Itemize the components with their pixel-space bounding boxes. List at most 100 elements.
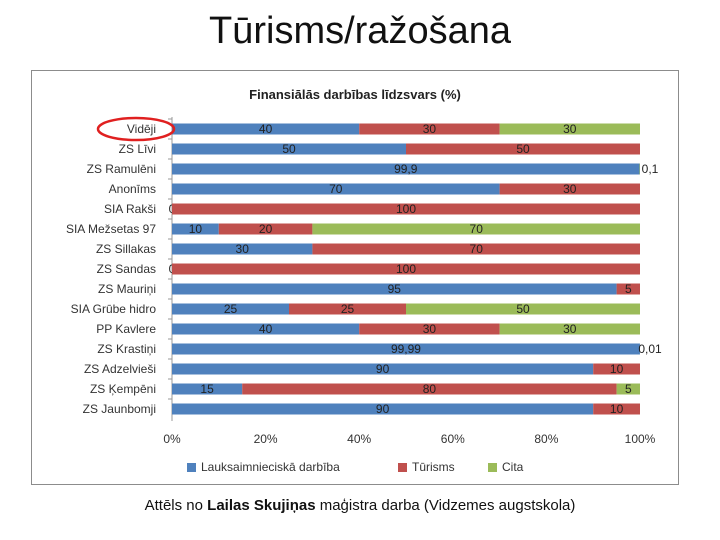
highlight-oval [96, 116, 176, 142]
data-label: 70 [329, 182, 343, 196]
data-label: 5 [625, 382, 632, 396]
bar-segment [616, 383, 640, 395]
bar-segment [172, 303, 289, 315]
bar-segment [359, 123, 500, 135]
x-tick-label: 0% [163, 432, 181, 446]
category-label: PP Kavlere [96, 322, 156, 336]
data-label: 0,01 [638, 342, 662, 356]
category-label: SIA Mežsetas 97 [66, 222, 156, 236]
bar-segment [616, 283, 640, 295]
legend-swatch [488, 463, 497, 472]
legend-label: Tūrisms [412, 460, 455, 474]
x-tick-label: 80% [534, 432, 558, 446]
bar-segment [218, 223, 313, 235]
bar-segment [172, 203, 640, 215]
category-label: SIA Grūbe hidro [71, 302, 157, 316]
category-label: SIA Rakši [104, 202, 156, 216]
data-label: 10 [610, 362, 624, 376]
bar-segment [172, 363, 594, 375]
data-label: 15 [200, 382, 214, 396]
figure-caption: Attēls no Lailas Skujiņas maģistra darba… [0, 497, 720, 514]
data-label: 0,1 [642, 162, 659, 176]
x-tick-label: 60% [441, 432, 465, 446]
bar-segment [499, 123, 640, 135]
caption-prefix: Attēls no [144, 497, 208, 514]
x-tick-label: 100% [625, 432, 656, 446]
bar-segment [593, 363, 640, 375]
x-tick-label: 20% [254, 432, 278, 446]
chart-frame: Finansiālās darbības līdzsvars (%) Vidēji… [31, 70, 679, 485]
category-label: Anonīms [109, 182, 156, 196]
data-label: 70 [470, 242, 484, 256]
data-label: 50 [516, 302, 530, 316]
data-label: 30 [423, 122, 437, 136]
x-tick-label: 40% [347, 432, 371, 446]
bar-segment [359, 323, 500, 335]
data-label: 95 [388, 282, 402, 296]
caption-author: Lailas Skujiņas [207, 497, 316, 514]
data-label: 30 [236, 242, 250, 256]
data-label: 99,9 [394, 162, 418, 176]
bar-segment [312, 223, 640, 235]
data-label: 30 [423, 322, 437, 336]
data-label: 70 [470, 222, 484, 236]
data-label: 10 [189, 222, 203, 236]
bar-segment [289, 303, 406, 315]
legend-label: Lauksaimnieciskā darbība [201, 460, 340, 474]
category-label: ZS Krastiņi [97, 342, 156, 356]
data-label: 100 [396, 262, 416, 276]
category-label: ZS Ramulēni [87, 162, 156, 176]
bar-segment [406, 303, 640, 315]
category-label: ZS Adzelvieši [84, 362, 156, 376]
category-label: ZS Mauriņi [98, 282, 156, 296]
bar-segment [172, 323, 360, 335]
legend-swatch [187, 463, 196, 472]
bar-segment [172, 403, 594, 415]
data-label: 50 [282, 142, 296, 156]
bar-segment [172, 223, 219, 235]
category-label: ZS Ķempēni [90, 382, 156, 396]
legend-swatch [398, 463, 407, 472]
category-label: ZS Līvi [119, 142, 156, 156]
slide-title: Tūrisms/ražošana [209, 10, 511, 52]
data-label: 99,99 [391, 342, 421, 356]
data-label: 25 [341, 302, 355, 316]
data-label: 30 [563, 322, 577, 336]
legend-label: Cita [502, 460, 524, 474]
data-label: 5 [625, 282, 632, 296]
data-label: 90 [376, 402, 390, 416]
bar-segment [593, 403, 640, 415]
bar-segment [172, 183, 500, 195]
category-label: ZS Sillakas [96, 242, 156, 256]
caption-suffix: maģistra darba (Vidzemes augstskola) [315, 497, 576, 514]
bar-segment [499, 323, 640, 335]
bar-segment [172, 283, 617, 295]
data-label: 40 [259, 322, 273, 336]
data-label: 30 [563, 182, 577, 196]
data-label: 90 [376, 362, 390, 376]
bar-segment [406, 143, 640, 155]
bar-segment [499, 183, 640, 195]
data-label: 20 [259, 222, 273, 236]
bar-segment [172, 163, 640, 175]
category-label: ZS Jaunbomji [83, 402, 156, 416]
bar-segment [242, 383, 617, 395]
data-label: 10 [610, 402, 624, 416]
bar-segment [172, 143, 406, 155]
data-label: 30 [563, 122, 577, 136]
bar-segment [172, 343, 640, 355]
bar-segment [172, 383, 243, 395]
data-label: 80 [423, 382, 437, 396]
data-label: 100 [396, 202, 416, 216]
category-label: Vidēji [127, 122, 156, 136]
bar-chart: Finansiālās darbības līdzsvars (%) Vidēji… [66, 87, 662, 474]
data-label: 50 [516, 142, 530, 156]
chart-title: Finansiālās darbības līdzsvars (%) [249, 87, 461, 102]
data-label: 25 [224, 302, 238, 316]
bar-segment [312, 243, 640, 255]
data-label: 40 [259, 122, 273, 136]
bar-segment [172, 243, 313, 255]
bar-segment [172, 123, 360, 135]
bar-segment [172, 263, 640, 275]
category-label: ZS Sandas [97, 262, 156, 276]
